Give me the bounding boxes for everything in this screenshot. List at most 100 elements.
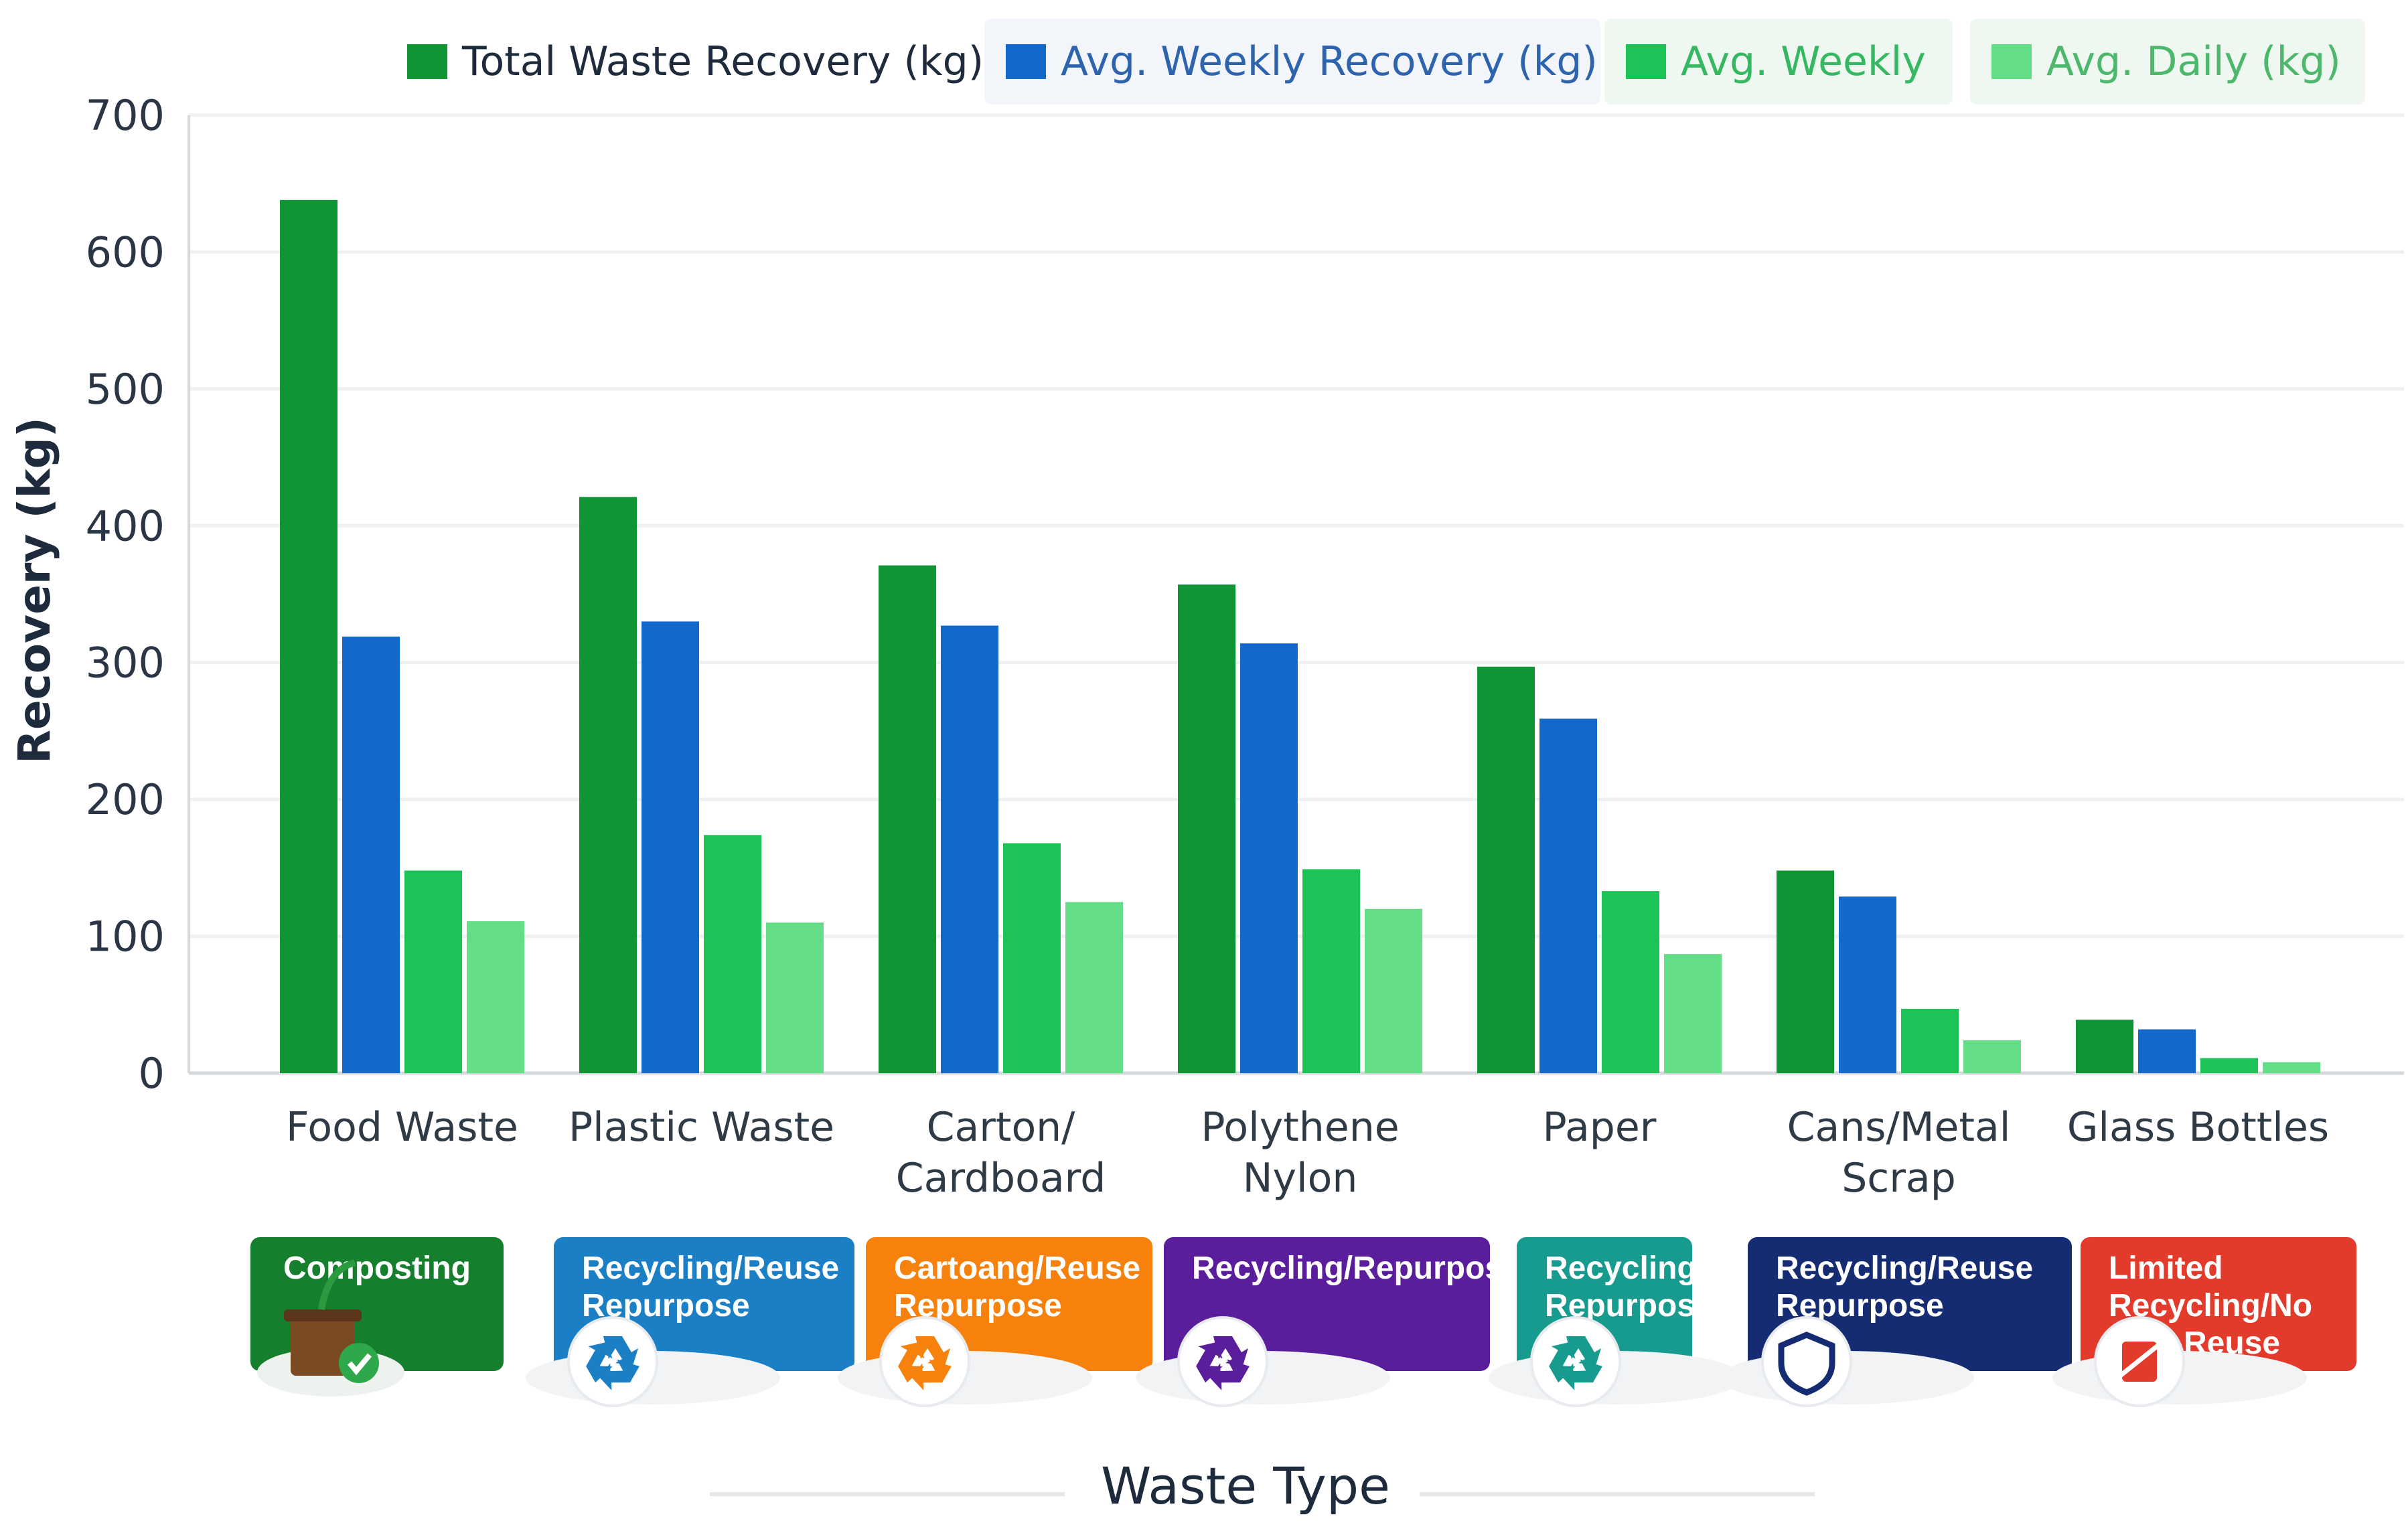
- method-card-4: Recycling/Repurpose: [1136, 1237, 1521, 1407]
- recycle-icon: [1489, 1316, 1743, 1407]
- bar-avg-weekly-recovery-kg-glass-bottles: [2138, 1029, 2196, 1073]
- y-tick-label: 0: [139, 1049, 165, 1098]
- bar-avg-weekly-recovery-kg-carton-cardboard: [941, 625, 998, 1073]
- bar-total-waste-recovery-kg-glass-bottles: [2076, 1020, 2133, 1073]
- legend-item-avg-daily-kg: Avg. Daily (kg): [1970, 19, 2365, 104]
- bar-avg-weekly-recovery-kg-cans-metal-scrap: [1839, 896, 1896, 1073]
- bar-avg-weekly-recovery-kg-paper: [1539, 718, 1597, 1073]
- bar-avg-daily-kg-food-waste: [467, 921, 524, 1073]
- bar-avg-weekly-paper: [1602, 891, 1659, 1073]
- legend-item-total-waste-recovery-kg: Total Waste Recovery (kg): [386, 19, 984, 104]
- x-tick-label: Food Waste: [286, 1104, 518, 1151]
- legend-swatch: [407, 44, 447, 79]
- method-label: Recycling/Reuse: [1776, 1251, 2033, 1286]
- recycle-icon: [838, 1316, 1092, 1407]
- bar-total-waste-recovery-kg-paper: [1477, 666, 1535, 1073]
- y-tick-label: 400: [86, 501, 165, 550]
- recycle-arrow: [1549, 1342, 1576, 1383]
- x-axis-title: Waste Type: [1101, 1456, 1390, 1516]
- bar-avg-weekly-polythene-nylon: [1302, 869, 1360, 1073]
- shield-icon: [1720, 1316, 1974, 1407]
- gridlines: [189, 113, 2404, 939]
- bar-avg-weekly-glass-bottles: [2200, 1058, 2258, 1073]
- method-card-5: Recycling/Repurpose: [1489, 1237, 1743, 1407]
- legend-swatch: [1626, 44, 1666, 79]
- legend-label: Avg. Weekly: [1681, 38, 1926, 85]
- recycle-icon: [1136, 1316, 1390, 1407]
- check-badge: [339, 1343, 379, 1383]
- recycle-arrow: [1196, 1342, 1223, 1383]
- no-recycle-icon: [2052, 1316, 2307, 1407]
- bar-avg-weekly-recovery-kg-polythene-nylon: [1240, 643, 1298, 1073]
- bar-total-waste-recovery-kg-plastic-waste: [579, 497, 637, 1073]
- legend-item-bg: [1970, 19, 2365, 104]
- method-label: Cartoang/Reuse: [894, 1251, 1140, 1286]
- legend-label: Total Waste Recovery (kg): [461, 38, 984, 85]
- recovery-methods: Composting Recycling/ReuseRepurposeCartoa…: [250, 1237, 2356, 1407]
- recycle-arrow: [915, 1336, 950, 1366]
- legend-swatch: [1991, 44, 2032, 79]
- icon-circle: [1530, 1316, 1621, 1407]
- y-tick-label: 300: [86, 639, 165, 688]
- bar-avg-daily-kg-polythene-nylon: [1365, 908, 1422, 1073]
- legend-item-avg-weekly: Avg. Weekly: [1604, 19, 1953, 104]
- x-tick-label: Cardboard: [896, 1155, 1106, 1202]
- recycle-arrow: [1566, 1336, 1601, 1366]
- icon-circle: [1177, 1316, 1268, 1407]
- x-tick-label: Scrap: [1841, 1155, 1956, 1202]
- x-tick-label: Carton/: [927, 1104, 1076, 1151]
- method-label: Recycling/Repurpose: [1192, 1251, 1521, 1286]
- icon-circle: [567, 1316, 658, 1407]
- recycle-arrow: [586, 1342, 613, 1383]
- bar-avg-weekly-carton-cardboard: [1003, 843, 1061, 1073]
- sprout-stem: [318, 1259, 356, 1310]
- bin-body: [291, 1315, 355, 1376]
- recycle-arrow: [1213, 1336, 1248, 1366]
- bar-avg-daily-kg-paper: [1664, 954, 1722, 1073]
- x-tick-label: Polythene: [1201, 1104, 1399, 1151]
- bars: [280, 199, 2320, 1073]
- bar-total-waste-recovery-kg-carton-cardboard: [879, 565, 936, 1073]
- x-tick-label: Cans/Metal: [1787, 1104, 2011, 1151]
- bar-avg-daily-kg-carton-cardboard: [1065, 902, 1123, 1073]
- x-tick-label: Paper: [1543, 1104, 1657, 1151]
- method-label: Recycling/: [1545, 1251, 1706, 1286]
- y-tick-label: 700: [86, 91, 165, 140]
- y-tick-label: 100: [86, 912, 165, 961]
- method-label: Composting: [283, 1251, 471, 1286]
- recycle-arrow: [603, 1336, 638, 1366]
- shield-shape: [1778, 1332, 1835, 1396]
- bar-avg-weekly-food-waste: [404, 870, 462, 1073]
- bar-total-waste-recovery-kg-cans-metal-scrap: [1777, 870, 1834, 1073]
- legend-label: Avg. Weekly Recovery (kg): [1061, 38, 1598, 85]
- y-tick-label: 500: [86, 365, 165, 414]
- legend-item-bg: [984, 19, 1600, 104]
- check-mark: [347, 1353, 372, 1376]
- bar-total-waste-recovery-kg-food-waste: [280, 199, 337, 1073]
- legend-item-bg: [386, 19, 975, 104]
- recycle-icon: [526, 1316, 780, 1407]
- x-axis: Food Waste Plastic Waste Carton/Cardboard P…: [286, 1104, 2329, 1202]
- legend-label: Avg. Daily (kg): [2046, 38, 2341, 85]
- y-tick-label: 600: [86, 228, 165, 276]
- recycle-arrow: [898, 1342, 925, 1383]
- method-label: Limited: [2109, 1251, 2223, 1286]
- bin-lid: [284, 1309, 362, 1321]
- bar-avg-weekly-recovery-kg-food-waste: [342, 636, 400, 1073]
- legend: Total Waste Recovery (kg) Avg. Weekly Rec…: [386, 19, 2365, 104]
- legend-item-avg-weekly-recovery-kg: Avg. Weekly Recovery (kg): [984, 19, 1600, 104]
- legend-swatch: [1006, 44, 1046, 79]
- bar-avg-daily-kg-glass-bottles: [2263, 1062, 2320, 1073]
- icon-circle: [1761, 1316, 1852, 1407]
- x-tick-label: Glass Bottles: [2067, 1104, 2329, 1151]
- bar-avg-weekly-cans-metal-scrap: [1901, 1008, 1959, 1073]
- x-tick-label: Nylon: [1243, 1155, 1358, 1202]
- x-tick-label: Plastic Waste: [569, 1104, 834, 1151]
- bar-avg-daily-kg-plastic-waste: [766, 922, 824, 1073]
- bar-avg-weekly-plastic-waste: [704, 835, 761, 1073]
